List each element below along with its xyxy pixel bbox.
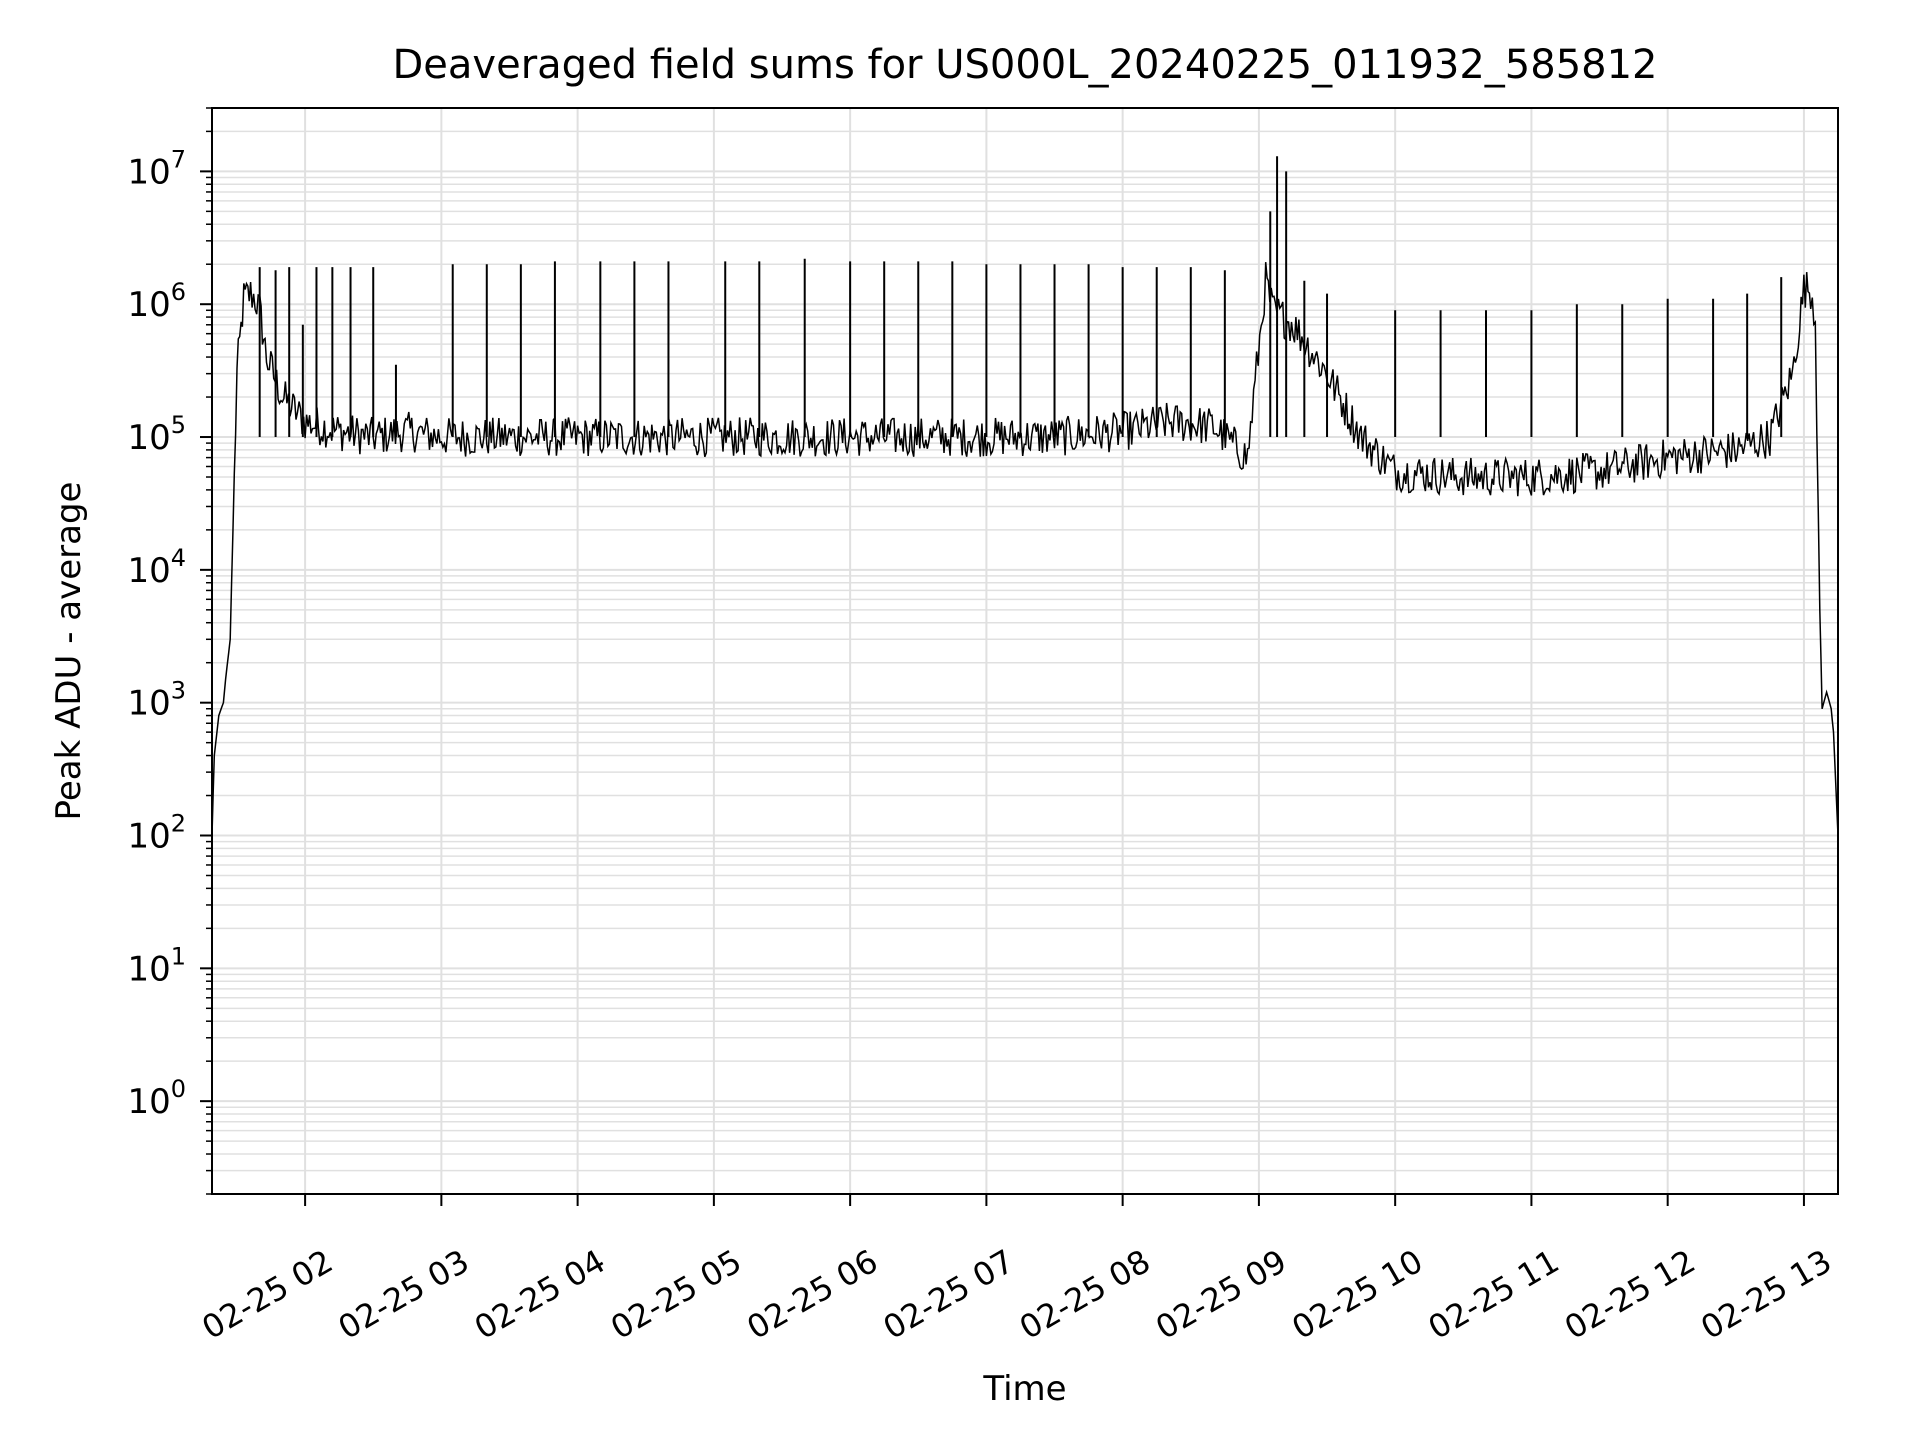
- y-tick-label: 103: [127, 677, 186, 724]
- y-tick-label: 104: [127, 544, 186, 591]
- grid: [212, 107, 1838, 1195]
- y-tick-label: 100: [127, 1075, 186, 1122]
- series-line: [211, 262, 1839, 836]
- y-tick-label: 105: [127, 411, 186, 458]
- chart-title: Deaveraged field sums for US000L_2024022…: [393, 42, 1658, 88]
- y-tick-label: 106: [127, 278, 186, 325]
- x-axis-label: Time: [982, 1369, 1066, 1409]
- y-axis-ticks: 100 101 102 103 104 105 106 107: [127, 107, 212, 1195]
- series-line-layer: [211, 156, 1839, 836]
- y-tick-label: 107: [127, 145, 186, 192]
- y-tick-label: 101: [127, 942, 186, 989]
- plot-frame: [211, 107, 1839, 1195]
- y-tick-label: 102: [127, 810, 186, 857]
- y-axis-label: Peak ADU - average: [49, 482, 89, 821]
